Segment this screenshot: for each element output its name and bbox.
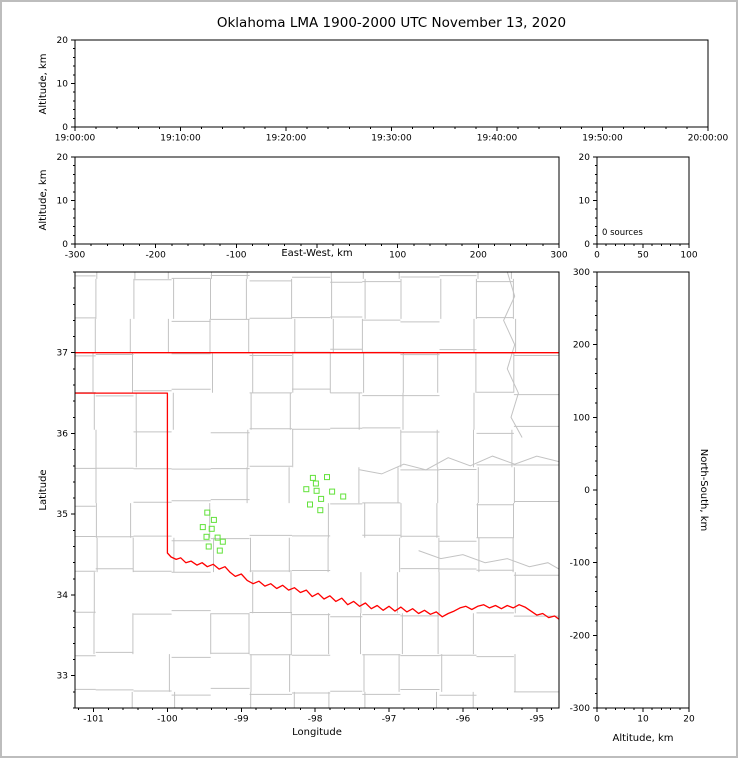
panel-ns_alt: 0 10 20 -300 -200 -100 0 100 200 300 <box>570 268 695 725</box>
svg-text:-300: -300 <box>570 704 591 714</box>
svg-text:200: 200 <box>470 251 487 261</box>
svg-text:10: 10 <box>57 80 69 90</box>
svg-text:20: 20 <box>579 153 591 163</box>
axis-label-altitude-ew-panel: Altitude, km <box>38 169 49 231</box>
tick-labels: 0 10 20 -300 -200 -100 0 100 200 300 <box>570 268 695 725</box>
svg-text:-98: -98 <box>308 715 323 725</box>
svg-text:100: 100 <box>389 251 406 261</box>
svg-text:0: 0 <box>584 240 590 250</box>
axis-label-longitude: Longitude <box>292 727 342 738</box>
sources-count-note: 0 sources <box>602 228 643 238</box>
svg-text:-97: -97 <box>382 715 397 725</box>
svg-text:300: 300 <box>573 268 590 278</box>
svg-text:33: 33 <box>57 672 68 682</box>
svg-text:35: 35 <box>57 510 68 520</box>
axes-frame <box>74 271 560 709</box>
river-line <box>418 550 559 570</box>
svg-text:34: 34 <box>57 591 69 601</box>
panel-time_height: 19:00:00 19:10:00 19:20:00 19:30:00 19:40:00… <box>55 36 729 144</box>
axis-ticks <box>71 271 553 712</box>
axes-frame <box>596 271 690 709</box>
svg-text:36: 36 <box>57 429 69 439</box>
panel-plan_view_map: -101 -100 -99 -98 -97 -96 -95 33 34 35 36 37 <box>57 271 560 725</box>
axis-ticks <box>71 156 560 248</box>
tick-labels: 19:00:00 19:10:00 19:20:00 19:30:00 19:40:00… <box>55 36 729 144</box>
svg-text:0: 0 <box>62 240 68 250</box>
svg-text:-100: -100 <box>570 559 591 569</box>
svg-text:0: 0 <box>594 251 600 261</box>
svg-text:300: 300 <box>550 251 567 261</box>
panel-alt_histogram: 0 50 100 0 10 20 <box>579 153 698 261</box>
svg-text:20:00:00: 20:00:00 <box>688 134 729 144</box>
tick-labels: 0 50 100 0 10 20 <box>579 153 698 261</box>
svg-text:100: 100 <box>573 413 590 423</box>
panel-ew_height: -300 -200 -100 100 200 300 0 10 20 <box>57 153 568 261</box>
map-layers <box>75 272 559 708</box>
svg-text:19:20:00: 19:20:00 <box>266 134 307 144</box>
tick-labels: -101 -100 -99 -98 -97 -96 -95 33 34 35 36 37 <box>57 349 545 725</box>
axes-frame <box>74 156 560 245</box>
axis-ticks <box>593 156 690 248</box>
svg-text:0: 0 <box>62 123 68 133</box>
svg-text:19:30:00: 19:30:00 <box>371 134 412 144</box>
svg-text:-96: -96 <box>456 715 471 725</box>
svg-text:10: 10 <box>637 715 649 725</box>
svg-text:-100: -100 <box>226 251 247 261</box>
svg-text:-100: -100 <box>157 715 178 725</box>
county-lines <box>75 272 559 708</box>
svg-text:37: 37 <box>57 349 68 359</box>
svg-text:0: 0 <box>594 715 600 725</box>
svg-text:10: 10 <box>57 197 69 207</box>
river-line <box>359 455 559 475</box>
svg-text:-300: -300 <box>65 251 86 261</box>
axis-label-latitude: Latitude <box>38 469 49 511</box>
axis-label-north-south: North-South, km <box>698 448 709 532</box>
lma-source-markers <box>199 474 347 554</box>
svg-text:20: 20 <box>57 36 69 46</box>
svg-text:-101: -101 <box>83 715 103 725</box>
svg-text:-99: -99 <box>234 715 249 725</box>
svg-text:200: 200 <box>573 341 590 351</box>
svg-text:-200: -200 <box>570 631 591 641</box>
svg-text:100: 100 <box>680 251 697 261</box>
state-border <box>75 392 559 620</box>
axis-label-east-west: East-West, km <box>281 248 353 259</box>
svg-text:0: 0 <box>584 486 590 496</box>
svg-text:19:40:00: 19:40:00 <box>477 134 518 144</box>
svg-text:19:00:00: 19:00:00 <box>55 134 96 144</box>
svg-text:-200: -200 <box>145 251 166 261</box>
axis-label-altitude-time-panel: Altitude, km <box>38 53 49 115</box>
river-line <box>503 272 523 438</box>
svg-text:50: 50 <box>637 251 649 261</box>
tick-labels: -300 -200 -100 100 200 300 0 10 20 <box>57 153 568 261</box>
axis-label-altitude-ns-panel: Altitude, km <box>612 733 674 744</box>
svg-text:20: 20 <box>57 153 69 163</box>
svg-text:10: 10 <box>579 197 591 207</box>
svg-text:20: 20 <box>683 715 695 725</box>
svg-text:19:50:00: 19:50:00 <box>582 134 623 144</box>
axis-ticks <box>71 39 709 131</box>
axis-ticks <box>593 271 690 712</box>
svg-text:-95: -95 <box>529 715 544 725</box>
svg-text:19:10:00: 19:10:00 <box>160 134 201 144</box>
figure-title: Oklahoma LMA 1900-2000 UTC November 13, … <box>216 15 567 31</box>
axes-frame <box>74 39 709 128</box>
